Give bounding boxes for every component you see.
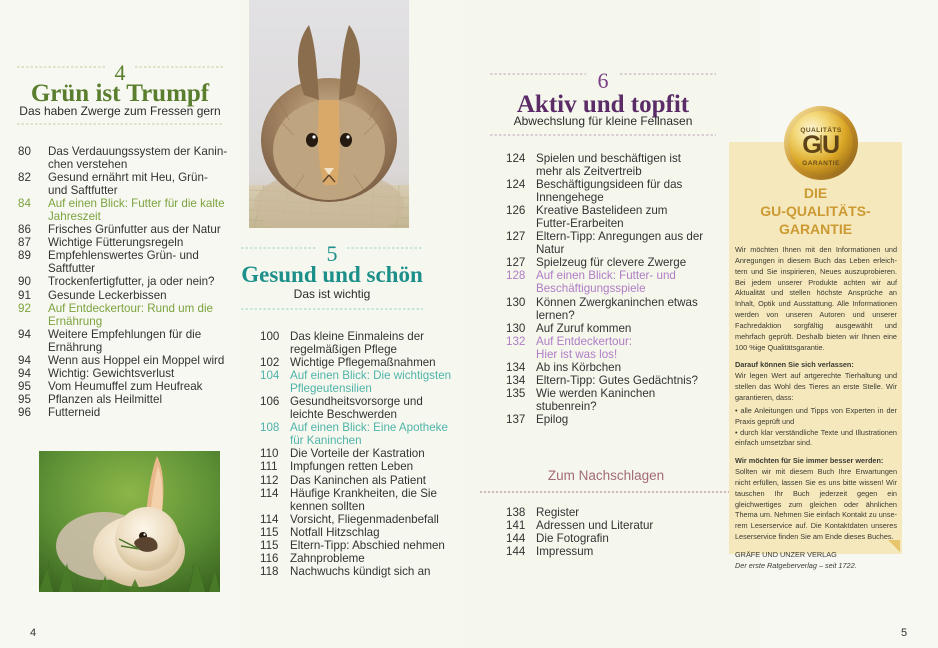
svg-text:GARANTIE: GARANTIE	[802, 160, 840, 167]
svg-text:U: U	[822, 131, 840, 159]
svg-text:G: G	[802, 131, 821, 159]
